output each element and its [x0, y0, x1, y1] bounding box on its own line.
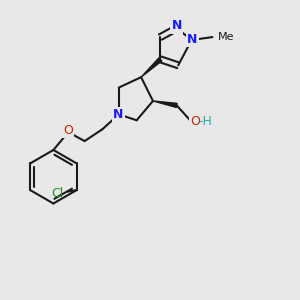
Polygon shape: [153, 101, 177, 107]
Text: O: O: [191, 115, 201, 128]
Polygon shape: [141, 58, 162, 77]
Text: N: N: [172, 19, 182, 32]
Text: Cl: Cl: [51, 187, 63, 200]
Text: -H: -H: [198, 115, 212, 128]
Text: O: O: [63, 124, 73, 137]
Text: N: N: [187, 33, 197, 46]
Text: N: N: [113, 108, 123, 121]
Text: Me: Me: [218, 32, 235, 42]
